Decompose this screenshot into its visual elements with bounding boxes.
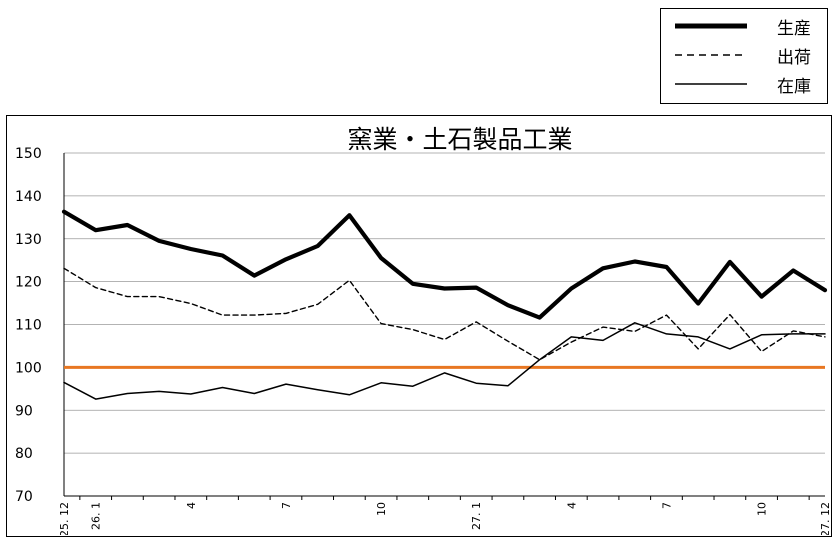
y-tick-label: 140 <box>15 189 42 205</box>
legend: 生産 出荷 在庫 <box>660 8 828 104</box>
production-line <box>61 209 828 320</box>
legend-label: 出荷 <box>777 48 811 68</box>
x-tick-label: 27. 1 <box>470 502 483 530</box>
inventory-line <box>63 322 826 400</box>
thin-line-swatch <box>675 83 747 85</box>
legend-item-shipment: 出荷 <box>661 42 827 68</box>
x-tick-label: 7 <box>280 502 293 509</box>
y-tick-label: 70 <box>15 489 33 505</box>
chart-frame: 窯業・土石製品工業 70 80 90 100 110 120 130 140 150 25. 12… <box>6 115 832 537</box>
y-tick-label: 80 <box>15 446 33 462</box>
y-tick-label: 100 <box>15 360 42 376</box>
x-tick-label: 25. 12 <box>58 502 71 535</box>
legend-item-inventory: 在庫 <box>661 71 827 97</box>
dashed-line-swatch <box>675 54 747 56</box>
y-tick-label: 90 <box>15 403 33 419</box>
y-tick-label: 110 <box>15 318 42 334</box>
x-tick-label: 26. 1 <box>90 502 103 530</box>
legend-item-production: 生産 <box>661 13 827 39</box>
x-tick-label: 10 <box>756 502 769 516</box>
y-tick-label: 120 <box>15 275 42 291</box>
x-tick-label: 27. 12 <box>819 502 830 535</box>
legend-label: 在庫 <box>777 77 811 97</box>
series-lines <box>61 209 828 400</box>
x-tick-label: 4 <box>565 502 578 509</box>
x-tick-label: 10 <box>375 502 388 516</box>
thick-line-swatch <box>675 23 747 29</box>
x-tick-label: 4 <box>185 502 198 509</box>
legend-label: 生産 <box>777 19 811 39</box>
axes: 70 80 90 100 110 120 130 140 150 25. 12 26. 1 4 7 10 2… <box>15 146 830 535</box>
gridlines <box>64 152 825 454</box>
line-chart: 窯業・土石製品工業 70 80 90 100 110 120 130 140 150 25. 12… <box>15 125 830 535</box>
x-tick-label: 7 <box>660 502 673 509</box>
chart-title: 窯業・土石製品工業 <box>347 125 572 154</box>
y-tick-label: 150 <box>15 146 42 162</box>
y-tick-label: 130 <box>15 232 42 248</box>
shipment-line <box>63 267 826 361</box>
